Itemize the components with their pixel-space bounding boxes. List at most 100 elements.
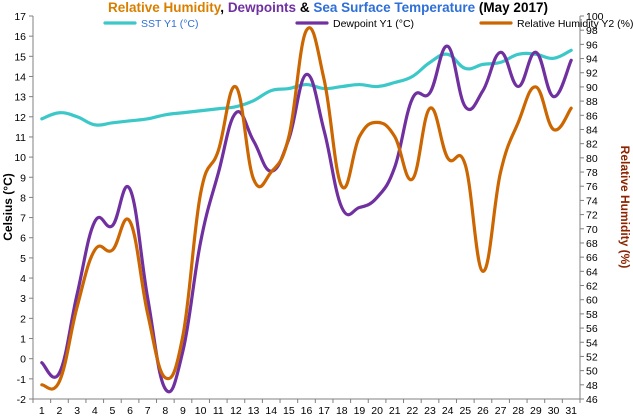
x-tick-label: 8 [162, 405, 168, 417]
x-tick-label: 28 [512, 405, 524, 417]
y-tick-label: 3 [20, 293, 26, 305]
x-tick-label: 6 [127, 405, 133, 417]
series-line [40, 48, 573, 127]
y-tick-label: 11 [15, 132, 26, 144]
series-line [40, 26, 573, 391]
x-tick-label: 13 [248, 405, 260, 417]
title-part: Sea Surface Temperature [313, 0, 475, 15]
x-tick-label: 19 [354, 405, 366, 417]
y2-tick-label: 80 [586, 153, 598, 165]
y2-tick-label: 62 [586, 281, 598, 293]
y2-tick-label: 50 [586, 366, 598, 378]
y-tick-label: 16 [14, 31, 26, 43]
y-tick-label: -2 [17, 394, 26, 406]
y2-tick-label: 96 [586, 39, 598, 51]
x-tick-label: 22 [407, 405, 419, 417]
y-tick-label: 1 [20, 334, 26, 346]
x-tick-label: 2 [57, 405, 63, 417]
y2-tick-label: 82 [586, 139, 598, 151]
y2-tick-label: 78 [586, 167, 598, 179]
x-tick-label: 23 [424, 405, 436, 417]
x-tick-label: 29 [530, 405, 542, 417]
y2-tick-label: 74 [586, 195, 598, 207]
y2-axis-title: Relative Humidity (%) [618, 146, 632, 269]
legend: SST Y1 (°C) Dewpoint Y1 (°C) Relative Humi… [103, 18, 633, 30]
y-tick-label: 15 [14, 51, 26, 63]
legend-label: Relative Humidity Y2 (%) [517, 18, 633, 30]
x-tick-label: 3 [74, 405, 80, 417]
x-tick-label: 24 [442, 405, 454, 417]
y-tick-label: -1 [17, 374, 26, 386]
title-part: Relative Humidity [108, 0, 222, 15]
y2-tick-label: 60 [586, 295, 598, 307]
y2-tick-label: 72 [586, 210, 598, 222]
y2-tick-label: 66 [586, 252, 598, 264]
y-tick-label: 5 [20, 253, 26, 265]
series-lines [40, 26, 573, 394]
chart-title: Relative Humidity, Dewpoints & Sea Surfa… [108, 0, 548, 15]
x-tick-label: 14 [265, 405, 277, 417]
y2-tick-label: 48 [586, 380, 598, 392]
x-tick-label: 18 [336, 405, 348, 417]
x-tick-label: 5 [109, 405, 115, 417]
y2-tick-label: 64 [586, 266, 598, 278]
y-tick-label: 9 [20, 172, 26, 184]
x-tick-label: 25 [459, 405, 471, 417]
y-tick-label: 7 [20, 213, 26, 225]
x-tick-label: 16 [301, 405, 313, 417]
x-tick-label: 20 [371, 405, 383, 417]
y2-tick-label: 58 [586, 309, 598, 321]
x-axis-ticks: 1 2 3 4 5 6 7 8 9 10 11 12 13 14 15 16 17 18 19 20 21 22 23 24 2… [32, 399, 581, 417]
y2-tick-label: 100 [586, 11, 604, 23]
y2-tick-label: 94 [586, 54, 598, 66]
x-tick-label: 11 [213, 405, 224, 417]
y-axis-title: Celsius (°C) [1, 173, 15, 240]
y2-tick-label: 86 [586, 110, 598, 122]
y2-tick-label: 98 [586, 25, 598, 37]
y-tick-label: 13 [14, 92, 26, 104]
x-tick-label: 27 [495, 405, 507, 417]
x-tick-label: 1 [39, 405, 45, 417]
y-tick-label: 12 [14, 112, 26, 124]
x-tick-label: 12 [230, 405, 242, 417]
y2-tick-label: 70 [586, 224, 598, 236]
y-tick-label: 0 [20, 354, 26, 366]
y2-tick-label: 88 [586, 96, 598, 108]
y-tick-label: 17 [14, 11, 26, 23]
y-tick-label: 6 [20, 233, 26, 245]
y2-tick-label: 68 [586, 238, 598, 250]
x-tick-label: 10 [195, 405, 207, 417]
y-tick-label: 8 [20, 192, 26, 204]
x-tick-label: 9 [180, 405, 186, 417]
y2-tick-label: 54 [586, 337, 598, 349]
y2-tick-label: 84 [586, 124, 598, 136]
title-part: , [220, 0, 228, 15]
x-tick-label: 21 [389, 405, 401, 417]
y-tick-label: 4 [20, 273, 26, 285]
legend-label: SST Y1 (°C) [141, 18, 199, 30]
title-part: Dewpoints [228, 0, 296, 15]
axes [32, 16, 581, 400]
y-tick-label: 14 [14, 71, 26, 83]
series-line [40, 44, 573, 394]
title-part: (May 2017) [475, 0, 548, 15]
y-tick-label: 10 [14, 152, 26, 164]
x-tick-label: 17 [318, 405, 330, 417]
legend-label: Dewpoint Y1 (°C) [333, 18, 414, 30]
y2-tick-label: 90 [586, 82, 598, 94]
y2-tick-label: 56 [586, 323, 598, 335]
x-tick-label: 26 [477, 405, 489, 417]
y2-axis-ticks: 46 48 50 52 54 56 58 60 62 64 66 68 70 72 74 76 78 80 82 84… [580, 11, 604, 406]
y2-tick-label: 52 [586, 351, 598, 363]
x-tick-label: 31 [565, 405, 577, 417]
y2-tick-label: 92 [586, 68, 598, 80]
y-tick-label: 2 [20, 313, 26, 325]
title-part: & [296, 0, 313, 15]
y2-tick-label: 76 [586, 181, 598, 193]
x-tick-label: 15 [283, 405, 295, 417]
x-tick-label: 7 [145, 405, 151, 417]
x-tick-label: 4 [92, 405, 98, 417]
x-tick-label: 30 [548, 405, 560, 417]
